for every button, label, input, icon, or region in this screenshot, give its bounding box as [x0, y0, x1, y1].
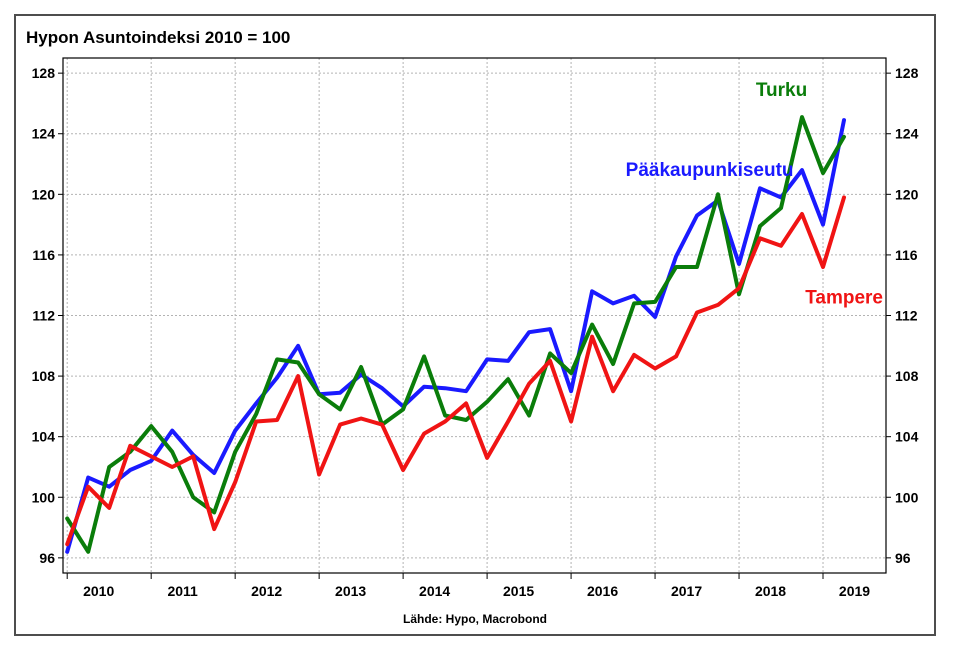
plot-area [62, 57, 887, 574]
y-tick-label: 108 [32, 368, 56, 384]
series-label-p-kaupunkiseutu: Pääkaupunkiseutu [626, 160, 794, 181]
series-label-turku: Turku [756, 80, 807, 101]
y-tick-label-right: 120 [895, 186, 919, 202]
y-tick-label: 112 [32, 308, 55, 324]
y-tick-label: 100 [32, 489, 56, 505]
y-tick-label-right: 104 [895, 429, 919, 445]
x-tick-label: 2013 [335, 583, 366, 599]
series-lines [65, 115, 846, 554]
x-tick-label: 2012 [251, 583, 282, 599]
y-tick-label: 104 [32, 429, 56, 445]
y-tick-label: 116 [32, 247, 55, 263]
y-tick-label-right: 116 [895, 247, 918, 263]
series-line-turku [65, 115, 846, 554]
series-line-p-kaupunkiseutu [65, 118, 846, 554]
x-tick-label: 2016 [587, 583, 618, 599]
y-tick-label: 96 [39, 550, 55, 566]
grid [63, 58, 886, 573]
x-tick-label: 2011 [167, 583, 198, 599]
y-tick-label-right: 96 [895, 550, 911, 566]
y-tick-label: 128 [32, 65, 56, 81]
chart-frame: Hypon Asuntoindeksi 2010 = 100 Lähde: Hy… [14, 14, 936, 636]
y-tick-label-right: 124 [895, 126, 919, 142]
x-tick-label: 2019 [839, 583, 870, 599]
x-tick-label: 2014 [419, 583, 450, 599]
y-tick-label-right: 100 [895, 489, 919, 505]
x-tick-label: 2017 [671, 583, 702, 599]
chart-title: Hypon Asuntoindeksi 2010 = 100 [26, 28, 291, 47]
y-tick-label-right: 108 [895, 368, 919, 384]
y-tick-label: 124 [32, 126, 56, 142]
y-tick-label-right: 128 [895, 65, 919, 81]
series-label-tampere: Tampere [805, 287, 883, 308]
y-tick-label: 120 [32, 186, 56, 202]
series-labels: Turku Pääkaupunkiseutu Tampere [626, 80, 883, 309]
series-line-tampere [65, 195, 846, 547]
y-tick-label-right: 112 [895, 308, 918, 324]
x-tick-label: 2010 [83, 583, 114, 599]
x-tick-label: 2015 [503, 583, 534, 599]
axis-ticks: 96 96 100 100 104 104 108 108 112 112 116 116 120 120… [32, 65, 919, 599]
x-tick-label: 2018 [755, 583, 786, 599]
source-note: Lähde: Hypo, Macrobond [403, 612, 547, 626]
